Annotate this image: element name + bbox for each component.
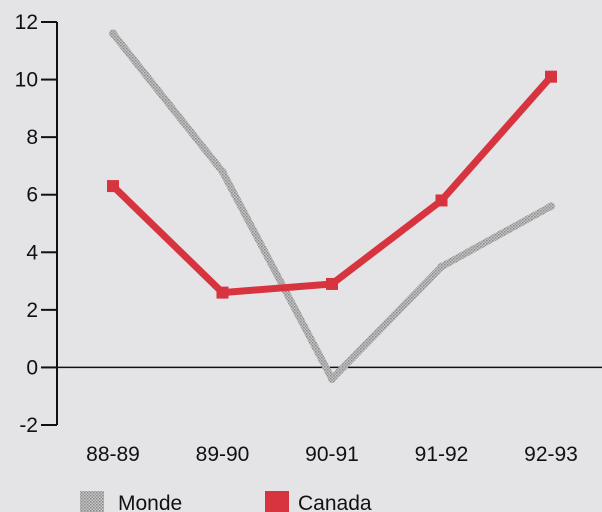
y-tick-label: 2	[26, 299, 38, 322]
x-tick-label: 92-93	[524, 443, 578, 466]
x-tick-label: 90-91	[305, 443, 359, 466]
series-monde	[109, 29, 555, 383]
legend: Monde Canada	[80, 491, 372, 512]
y-tick-label: 12	[15, 11, 38, 34]
y-tick-label: 8	[26, 126, 38, 149]
y-tick-label: -2	[19, 414, 38, 437]
y-tick-label: 10	[15, 69, 38, 92]
data-point	[107, 180, 119, 193]
x-tick-label: 89-90	[196, 443, 250, 466]
data-point	[437, 262, 446, 271]
legend-swatch-canada	[265, 491, 289, 512]
x-tick-labels: 88-89 89-90 90-91 91-92 92-93	[86, 443, 578, 466]
series-line	[109, 30, 555, 383]
data-point	[545, 70, 557, 83]
series-canada	[107, 70, 557, 299]
y-tick-label: 4	[26, 241, 38, 264]
legend-swatch-monde	[80, 491, 104, 512]
legend-label-monde: Monde	[118, 492, 182, 512]
x-tick-label: 88-89	[86, 443, 140, 466]
y-tick-label: 0	[26, 356, 38, 379]
data-point	[218, 167, 227, 176]
x-tick-label: 91-92	[415, 443, 469, 466]
series-line	[110, 74, 554, 297]
data-point	[109, 29, 117, 38]
data-point	[328, 374, 336, 383]
data-point	[435, 194, 448, 207]
y-axis: -2 0 2 4 6 8 10 12	[15, 11, 58, 437]
data-point	[216, 286, 229, 299]
data-point	[547, 202, 555, 211]
series-lines	[107, 29, 557, 383]
data-point	[326, 277, 338, 290]
y-tick-label: 6	[26, 184, 38, 207]
legend-label-canada: Canada	[298, 492, 372, 512]
